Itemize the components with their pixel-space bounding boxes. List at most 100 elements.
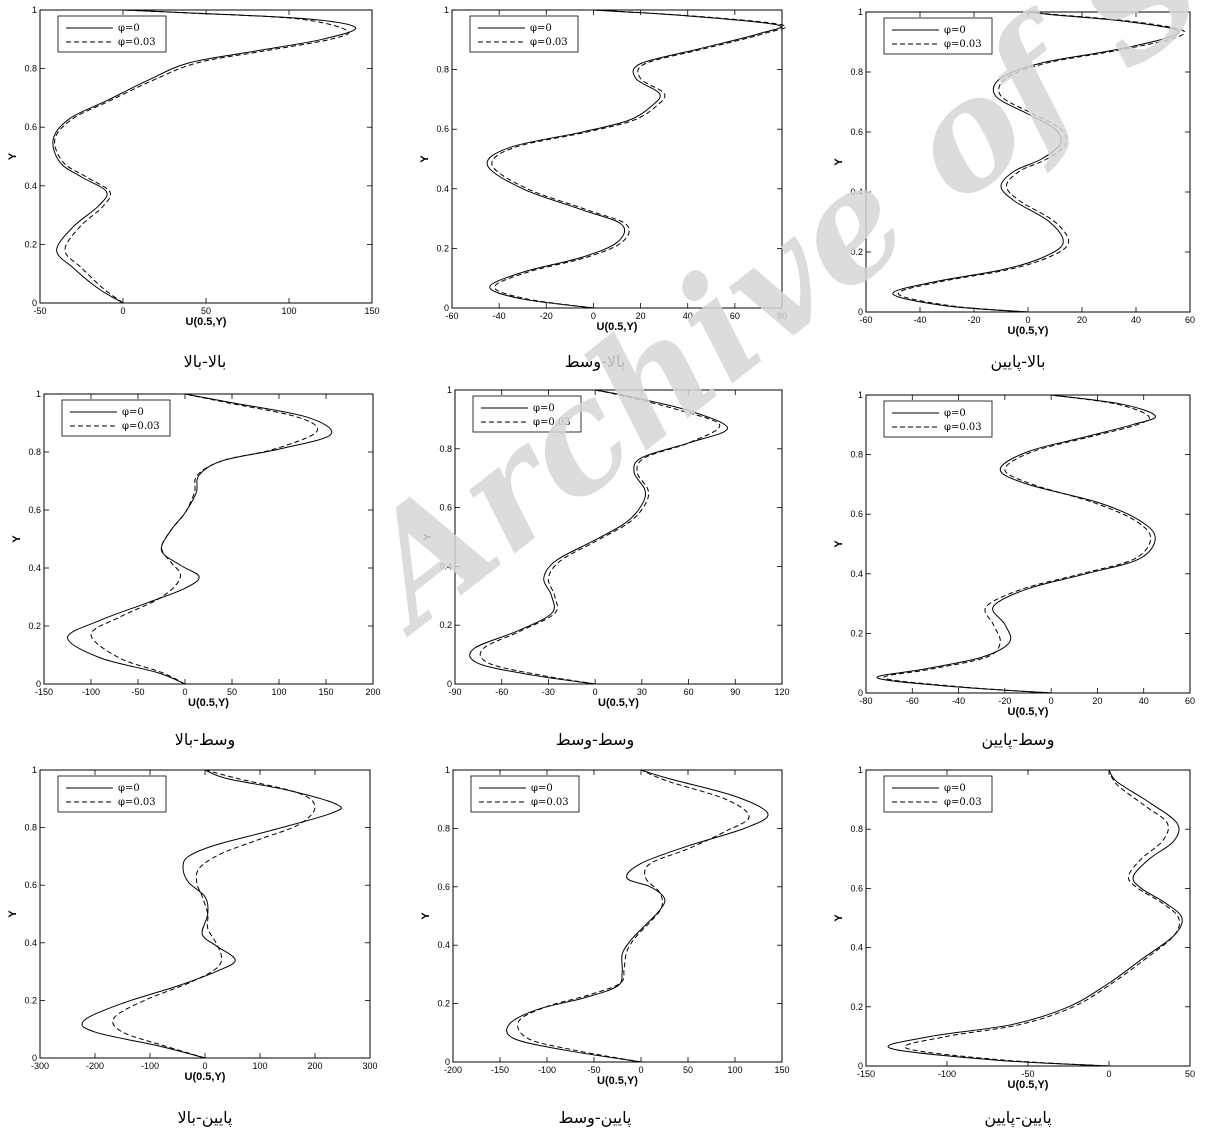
y-tick-label: 0.6 (439, 503, 452, 513)
legend-label-phi-0.03: φ=0.03 (122, 421, 160, 432)
x-tick-label: 0 (1049, 696, 1054, 706)
x-tick-label: -200 (86, 1061, 104, 1071)
legend-box (57, 15, 167, 53)
y-tick-label: 0.2 (28, 621, 41, 631)
panel-caption: وسط-بالا (174, 730, 236, 749)
legend-label-phi-0: φ=0 (533, 403, 555, 414)
series-line-phi-0 (469, 389, 729, 685)
x-tick-label: 0 (593, 687, 598, 697)
y-axis-label: Y (833, 914, 845, 922)
x-tick-label: -20 (967, 315, 980, 325)
panel-caption: پایین-وسط (558, 1108, 632, 1127)
y-tick-label: 0 (858, 307, 863, 317)
panel-caption: بالا-وسط (564, 352, 626, 371)
x-tick-label: -50 (587, 1065, 600, 1075)
x-tick-label: 150 (364, 306, 379, 316)
y-tick-label: 0.8 (850, 450, 863, 460)
series-line-phi-0 (52, 9, 356, 304)
y-tick-label: 1 (36, 389, 41, 399)
legend-label-phi-0: φ=0 (944, 25, 966, 36)
y-tick-label: 1 (858, 765, 863, 775)
x-tick-label: -150 (35, 687, 53, 697)
y-tick-label: 0.6 (28, 505, 41, 515)
series-line-phi-0.03 (517, 769, 750, 1063)
legend-box (883, 775, 993, 813)
panel-caption: پایین-پایین (984, 1108, 1052, 1127)
legend-box (470, 775, 580, 813)
series-line-phi-0 (506, 769, 769, 1063)
x-tick-label: 120 (774, 687, 789, 697)
y-axis-label: Y (833, 158, 845, 166)
x-axis-label: U(0.5,Y) (597, 1075, 638, 1087)
x-tick-label: 20 (636, 311, 646, 321)
x-tick-label: -100 (938, 1069, 956, 1079)
plot-frame (43, 393, 374, 685)
y-axis-label: Y (11, 535, 23, 543)
panel-caption: وسط-پایین (981, 730, 1055, 749)
y-tick-label: 0 (36, 679, 41, 689)
plot-frame (865, 769, 1191, 1067)
y-tick-label: 0.4 (436, 184, 449, 194)
x-tick-label: -100 (141, 1061, 159, 1071)
x-tick-label: 60 (684, 687, 694, 697)
x-tick-label: 20 (1092, 696, 1102, 706)
legend-box (883, 400, 993, 438)
x-tick-label: -30 (542, 687, 555, 697)
series-line-phi-0 (81, 769, 342, 1059)
x-tick-label: -100 (538, 1065, 556, 1075)
series-line-phi-0.03 (897, 11, 1186, 313)
plot-frame (39, 769, 371, 1059)
x-tick-label: 100 (252, 1061, 267, 1071)
y-tick-label: 0.4 (850, 569, 863, 579)
x-tick-label: -50 (1021, 1069, 1034, 1079)
legend-label-phi-0: φ=0 (944, 783, 966, 794)
y-tick-label: 0.8 (24, 823, 37, 833)
y-axis-label: Y (833, 540, 845, 548)
y-tick-label: 0.6 (436, 124, 449, 134)
x-tick-label: 0 (1025, 315, 1030, 325)
y-tick-label: 0.8 (28, 447, 41, 457)
x-tick-label: 40 (1139, 696, 1149, 706)
legend-box (469, 15, 579, 53)
series-line-phi-0 (486, 9, 782, 309)
x-tick-label: 90 (730, 687, 740, 697)
y-tick-label: 0.2 (437, 999, 450, 1009)
x-tick-label: -40 (952, 696, 965, 706)
y-tick-label: 1 (32, 5, 37, 15)
x-tick-label: 0 (591, 311, 596, 321)
y-tick-label: 0 (858, 1061, 863, 1071)
y-tick-label: 0.4 (439, 561, 452, 571)
legend-label-phi-0.03: φ=0.03 (533, 417, 571, 428)
series-line-phi-0.03 (479, 389, 721, 685)
x-axis-label: U(0.5,Y) (188, 697, 229, 709)
x-tick-label: 200 (307, 1061, 322, 1071)
x-tick-label: -20 (540, 311, 553, 321)
y-axis-label: Y (422, 533, 434, 541)
legend-label-phi-0.03: φ=0.03 (944, 797, 982, 808)
x-tick-label: 50 (683, 1065, 693, 1075)
y-tick-label: 0.4 (437, 940, 450, 950)
x-tick-label: -90 (448, 687, 461, 697)
chart-panel-4: -150 -100 -50 0 50 100 150 200 0 0.2 0.4 0.6 0.8 1 U(0… (11, 389, 381, 709)
x-tick-label: 100 (727, 1065, 742, 1075)
y-tick-label: 0.6 (850, 509, 863, 519)
y-tick-label: 0 (858, 688, 863, 698)
y-tick-label: 0.6 (24, 122, 37, 132)
chart-panel-8: -200 -150 -100 -50 0 50 100 150 0 0.2 0.4 0.6 0.8 1 U(… (420, 765, 790, 1087)
x-tick-label: 0 (202, 1061, 207, 1071)
legend-label-phi-0.03: φ=0.03 (944, 422, 982, 433)
chart-panel-7: -300 -200 -100 0 100 200 300 0 0.2 0.4 0.6 0.8 1 U(0.… (7, 765, 378, 1083)
legend-label-phi-0: φ=0 (530, 23, 552, 34)
x-tick-label: 0 (120, 306, 125, 316)
x-tick-label: 40 (683, 311, 693, 321)
x-tick-label: -100 (82, 687, 100, 697)
y-tick-label: 0.8 (436, 65, 449, 75)
legend-label-phi-0.03: φ=0.03 (118, 37, 156, 48)
chart-panel-9: -150 -100 -50 0 50 0 0.2 0.4 0.6 0.8 1 U(0.5,Y) Yφ=0… (833, 765, 1195, 1091)
y-tick-label: 0.2 (436, 243, 449, 253)
x-tick-label: -60 (445, 311, 458, 321)
y-tick-label: 1 (32, 765, 37, 775)
y-tick-label: 0 (32, 1053, 37, 1063)
chart-panel-1: -50 0 50 100 15000.20.40.60.81U(0.5,Y)Yφ=0φ=… (7, 5, 380, 328)
